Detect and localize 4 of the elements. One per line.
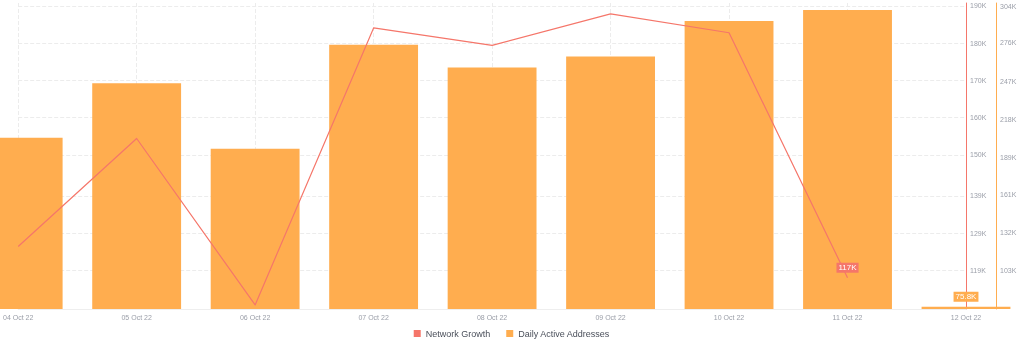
legend-label: Network Growth	[425, 328, 491, 339]
data-label: 117K	[838, 263, 858, 273]
data-label: 75.8K	[955, 292, 978, 302]
legend-label: Daily Active Addresses	[518, 328, 610, 339]
